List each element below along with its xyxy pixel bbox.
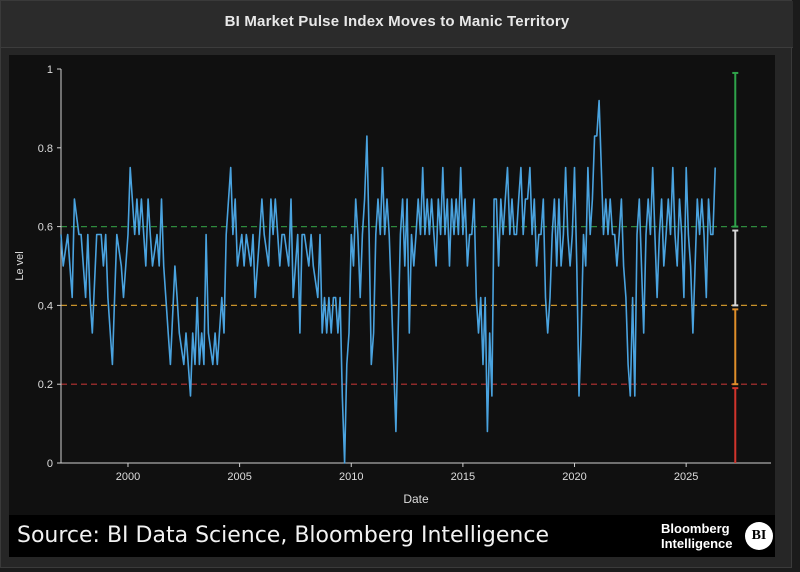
series-line-0 xyxy=(60,99,716,464)
source-text: Source: BI Data Science, Bloomberg Intel… xyxy=(17,523,550,548)
x-axis-label: Date xyxy=(403,492,429,506)
axes xyxy=(60,69,771,464)
bloomberg-intelligence-logo: Bloomberg Intelligence BI xyxy=(661,521,773,555)
tick-labels: 0 0.2 0.4 0.6 0.8 1 2000 2005 2010 2015 2020 2025 xyxy=(38,64,699,483)
y-tick-label: 0.4 xyxy=(38,300,53,312)
chart-panel: 0 0.2 0.4 0.6 0.8 1 2000 2005 2010 2015 2020 2025 D… xyxy=(9,55,775,517)
logo-line-2: Intelligence xyxy=(661,536,733,551)
y-tick-label: 0 xyxy=(47,458,53,470)
chart-title: BI Market Pulse Index Moves to Manic Ter… xyxy=(224,13,570,30)
x-tick-label: 2010 xyxy=(339,471,363,483)
series xyxy=(60,99,716,464)
y-tick-label: 0.6 xyxy=(38,222,53,234)
title-bar: BI Market Pulse Index Moves to Manic Ter… xyxy=(1,1,793,48)
source-bar: Source: BI Data Science, Bloomberg Intel… xyxy=(9,515,775,557)
x-tick-label: 2020 xyxy=(562,471,586,483)
x-tick-label: 2025 xyxy=(674,471,698,483)
logo-line-1: Bloomberg xyxy=(661,521,730,536)
y-tick-label: 1 xyxy=(47,64,53,76)
y-tick-label: 0.8 xyxy=(38,143,53,155)
x-tick-label: 2005 xyxy=(227,471,251,483)
x-tick-label: 2000 xyxy=(116,471,140,483)
level-range-bar xyxy=(732,71,739,463)
y-axis-label: Le vel xyxy=(14,251,26,280)
logo-wordmark: Bloomberg Intelligence xyxy=(661,521,733,551)
x-tick-label: 2015 xyxy=(451,471,475,483)
y-tick-label: 0.2 xyxy=(38,379,53,391)
bi-logo-icon: BI xyxy=(745,522,773,550)
line-chart: 0 0.2 0.4 0.6 0.8 1 2000 2005 2010 2015 2020 2025 D… xyxy=(14,64,771,506)
